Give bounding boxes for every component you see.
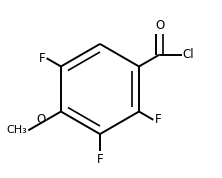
Text: O: O: [155, 19, 164, 32]
Text: Cl: Cl: [183, 48, 194, 61]
Text: O: O: [36, 113, 45, 126]
Text: F: F: [97, 153, 103, 166]
Text: F: F: [38, 52, 45, 65]
Text: F: F: [155, 113, 161, 126]
Text: CH₃: CH₃: [7, 125, 27, 135]
